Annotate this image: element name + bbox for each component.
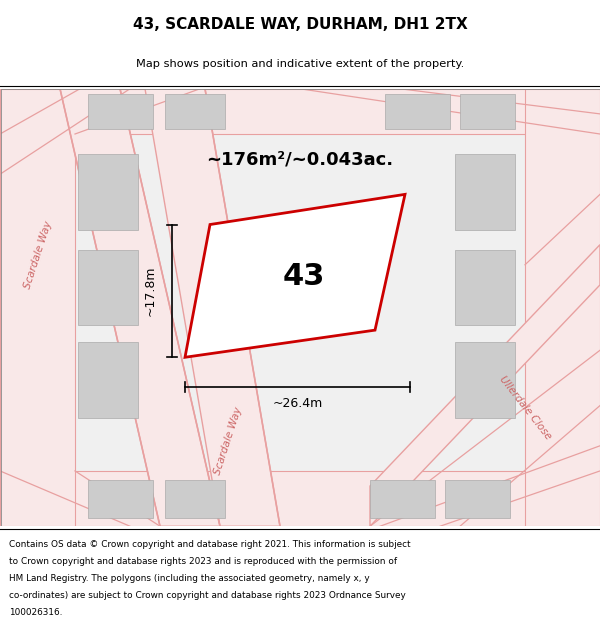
Polygon shape xyxy=(370,244,600,526)
Text: 43, SCARDALE WAY, DURHAM, DH1 2TX: 43, SCARDALE WAY, DURHAM, DH1 2TX xyxy=(133,18,467,32)
Bar xyxy=(165,94,225,129)
Polygon shape xyxy=(0,471,600,526)
Polygon shape xyxy=(0,89,600,134)
Bar xyxy=(460,94,515,129)
Polygon shape xyxy=(185,194,405,358)
Bar xyxy=(455,154,515,229)
Bar xyxy=(385,94,450,129)
Bar xyxy=(88,94,153,129)
Bar xyxy=(165,480,225,518)
Text: co-ordinates) are subject to Crown copyright and database rights 2023 Ordnance S: co-ordinates) are subject to Crown copyr… xyxy=(9,591,406,600)
Polygon shape xyxy=(145,89,280,526)
Bar xyxy=(88,480,153,518)
Polygon shape xyxy=(0,89,75,526)
Text: ~26.4m: ~26.4m xyxy=(272,397,323,410)
Bar xyxy=(78,342,138,418)
Text: 100026316.: 100026316. xyxy=(9,608,62,617)
Bar xyxy=(455,249,515,325)
Text: Contains OS data © Crown copyright and database right 2021. This information is : Contains OS data © Crown copyright and d… xyxy=(9,540,410,549)
Text: 43: 43 xyxy=(283,262,325,291)
Text: HM Land Registry. The polygons (including the associated geometry, namely x, y: HM Land Registry. The polygons (includin… xyxy=(9,574,370,583)
Text: Scardale Way: Scardale Way xyxy=(212,406,244,476)
Bar xyxy=(455,342,515,418)
Polygon shape xyxy=(60,89,220,526)
Bar xyxy=(370,480,435,518)
Text: Ullerdale Close: Ullerdale Close xyxy=(497,374,553,441)
Text: ~17.8m: ~17.8m xyxy=(143,266,157,316)
Bar xyxy=(78,154,138,229)
Bar xyxy=(445,480,510,518)
Text: to Crown copyright and database rights 2023 and is reproduced with the permissio: to Crown copyright and database rights 2… xyxy=(9,557,397,566)
Bar xyxy=(78,249,138,325)
Text: Map shows position and indicative extent of the property.: Map shows position and indicative extent… xyxy=(136,59,464,69)
Polygon shape xyxy=(525,89,600,526)
Text: Scardale Way: Scardale Way xyxy=(22,219,53,290)
Text: ~176m²/~0.043ac.: ~176m²/~0.043ac. xyxy=(206,150,394,168)
